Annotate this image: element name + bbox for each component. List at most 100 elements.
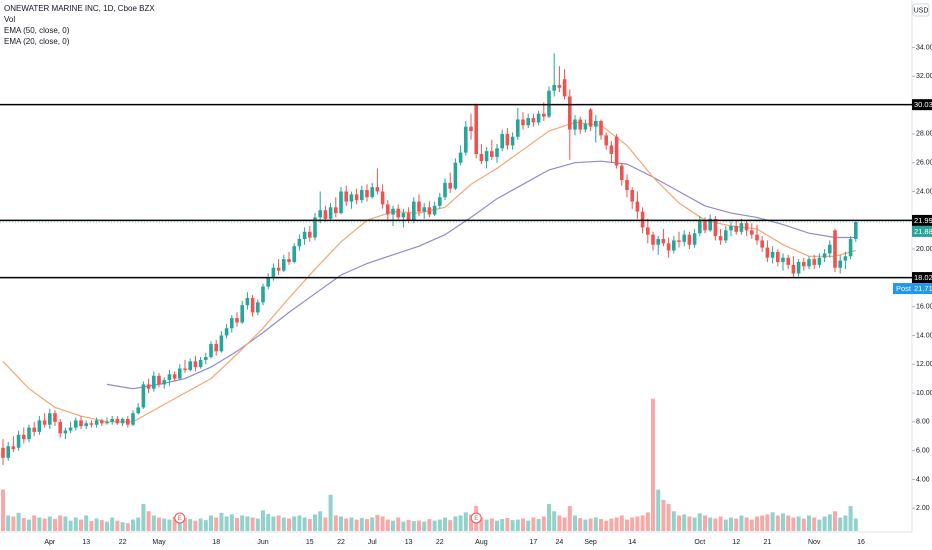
volume-bar [281,517,286,531]
x-tick-label: 15 [306,539,314,546]
ema-line [106,160,856,390]
volume-bar [11,516,16,531]
candle-body [183,368,187,370]
volume-bar [198,518,203,531]
volume-bar [136,517,141,531]
candle-body [848,238,853,257]
candle-body [386,204,390,215]
x-tick-label: 14 [628,539,636,546]
volume-bar [229,514,234,531]
candle-body [198,359,203,368]
candle-body [261,286,265,303]
candle-body [313,217,317,238]
candle-body [755,234,759,241]
volume-bar [422,521,427,531]
candle-body [422,207,426,212]
candle-body [744,223,749,231]
volume-bar [463,512,468,531]
candle-body [542,113,546,117]
volume-bar [515,519,520,531]
candle-body [22,434,26,440]
volume-bar [432,520,437,531]
earnings-marker [174,512,186,524]
volume-bar [708,517,713,531]
candle-body [739,223,744,232]
y-tick-label: 20.00 [916,246,932,253]
volume-bar [203,520,208,531]
candle-body [79,420,83,427]
x-tick-label: Sep [584,539,597,546]
volume-bar [94,518,99,531]
y-tick-label: 2.00 [916,505,930,512]
currency[interactable]: USD [914,7,929,14]
candle-body [651,234,655,245]
candle-body [469,126,473,132]
candle-body [750,230,754,235]
volume-bar [593,517,598,531]
candle-body [443,182,447,198]
volume-bar [583,519,588,531]
volume-bar [417,520,421,531]
candle-body [1,447,5,458]
candle-body [708,218,712,231]
candle-body [27,427,31,440]
y-tick-label: 12.00 [916,361,932,368]
volume-bar [359,518,364,531]
candle-body [516,119,520,137]
level-layer [0,103,912,279]
candle-body [604,135,608,146]
candle-body [646,227,650,235]
candle-body [126,418,130,425]
candle-body [536,113,541,123]
candle-body [266,277,270,287]
volume-bar [536,519,541,531]
candle-body [479,154,484,162]
candle-body [620,165,624,180]
volume-bar [172,516,177,531]
candle-body [74,420,78,428]
volume-bar [489,518,494,531]
volume-bar [84,515,89,531]
candle-body [94,420,99,425]
volume-bar [801,518,806,531]
post-tag-name: Post [896,284,912,293]
volume-bar [687,516,692,531]
volume-bar [749,519,754,531]
price-tag [912,99,932,111]
volume-bar [739,515,744,531]
volume-bar [385,519,390,531]
volume-bar [68,520,73,531]
volume-bar [697,513,702,531]
volume-bar [645,512,650,531]
volume-bar [796,516,801,531]
candle-body [812,259,816,265]
volume-bar [146,511,151,531]
candle-body [490,151,494,157]
candle-body [625,179,629,191]
volume-bar [370,517,375,531]
volume-bar [484,519,489,531]
candle-body [573,119,577,130]
earnings-label: E [474,516,478,522]
volume-bar [219,512,224,531]
volume-bar [734,518,739,531]
volume-bar [255,518,260,531]
candle-body [568,96,572,130]
volume-bar [469,514,473,531]
candle-body [453,162,458,189]
volume-bar [817,519,822,531]
candle-body [37,420,42,432]
candle-body [718,236,723,241]
currency-box[interactable] [912,3,930,17]
candle-body [562,79,567,97]
candle-body [380,191,385,205]
y-tick-label: 4.00 [916,476,930,483]
price-tag-label: 21.99 [914,216,932,225]
volume-bar [573,515,577,531]
volume-bar [339,516,343,531]
volume-bar [406,520,411,531]
earnings-label: E [178,516,182,522]
volume-bar [313,514,317,531]
volume-bar [671,511,676,531]
